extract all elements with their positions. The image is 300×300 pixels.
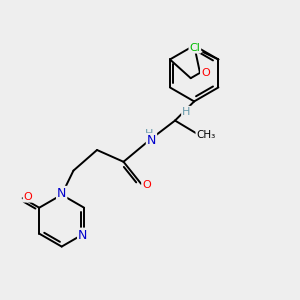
Text: N: N (78, 229, 87, 242)
Text: N: N (57, 187, 66, 200)
Text: H: H (182, 107, 190, 117)
Text: CH₃: CH₃ (196, 130, 216, 140)
Text: O: O (142, 180, 151, 190)
Text: N: N (147, 134, 156, 147)
Text: Cl: Cl (189, 43, 200, 53)
Text: O: O (201, 68, 210, 78)
Text: O: O (24, 192, 32, 202)
Text: H: H (145, 129, 154, 140)
